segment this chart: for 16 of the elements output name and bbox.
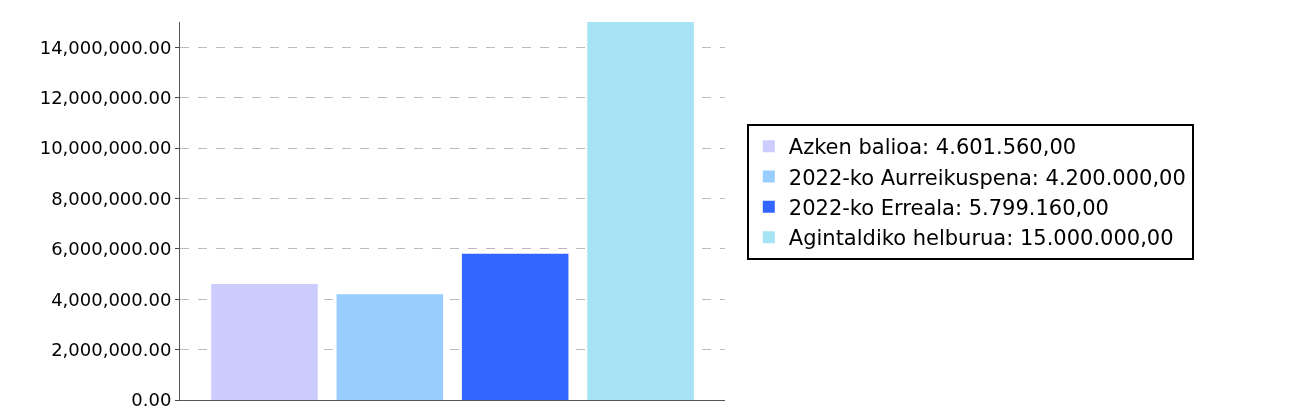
y-tick-label: 12,000,000.00 <box>39 86 172 108</box>
y-tick-label: 10,000,000.00 <box>39 137 172 159</box>
bar <box>336 294 444 400</box>
y-tick-label: 6,000,000.00 <box>51 238 172 260</box>
y-tick-label: 0.00 <box>131 389 172 411</box>
y-tick-label: 2,000,000.00 <box>51 338 172 360</box>
bar <box>461 253 569 400</box>
y-tick-label: 8,000,000.00 <box>51 187 172 209</box>
y-tick-label: 14,000,000.00 <box>39 36 172 58</box>
legend-label: 2022-ko Aurreikuspena: 4.200.000,00 <box>788 165 1186 190</box>
legend-label: Agintaldiko helburua: 15.000.000,00 <box>788 226 1174 251</box>
legend-label: 2022-ko Erreala: 5.799.160,00 <box>788 196 1109 221</box>
y-tick-label: 4,000,000.00 <box>51 288 172 310</box>
bar <box>211 284 318 400</box>
bar <box>587 22 694 400</box>
legend-label: Azken balioa: 4.601.560,00 <box>788 135 1077 160</box>
